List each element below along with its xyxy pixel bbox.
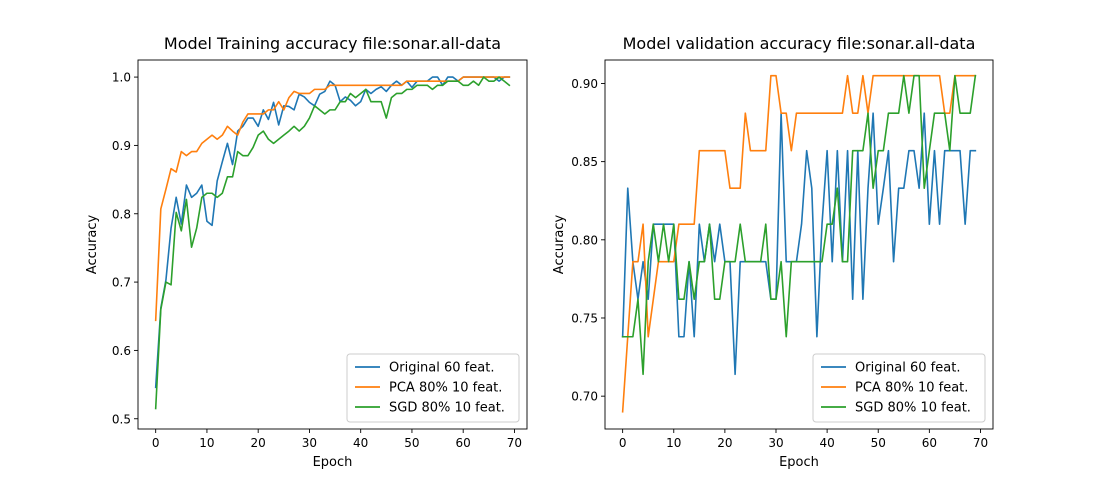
axes-frame xyxy=(604,59,994,430)
x-axis-label: Epoch xyxy=(313,455,353,470)
series-line-3 xyxy=(154,76,511,410)
x-tick-label: 70 xyxy=(507,436,522,450)
x-tick-label: 0 xyxy=(152,436,160,450)
x-tick-label: 70 xyxy=(973,436,988,450)
legend-entry: SGD 80% 10 feat. xyxy=(855,401,971,416)
y-tick-label: 0.5 xyxy=(112,412,131,426)
legend-entry: PCA 80% 10 feat. xyxy=(855,381,968,396)
series-line-3 xyxy=(621,74,977,376)
x-tick-label: 40 xyxy=(819,436,834,450)
legend-entry: SGD 80% 10 feat. xyxy=(389,401,505,416)
x-tick-label: 60 xyxy=(922,436,937,450)
y-tick-label: 0.6 xyxy=(112,344,131,358)
y-tick-label: 0.70 xyxy=(571,390,598,404)
y-tick-label: 0.7 xyxy=(112,276,131,290)
axes-frame xyxy=(137,59,528,430)
y-tick-label: 0.80 xyxy=(571,233,598,247)
series-line-1 xyxy=(621,112,977,376)
chart-title: Model validation accuracy file:sonar.all… xyxy=(623,34,976,53)
y-tick-label: 0.8 xyxy=(112,207,131,221)
x-axis-label: Epoch xyxy=(779,455,819,470)
y-tick-label: 0.90 xyxy=(571,77,598,91)
x-tick-label: 10 xyxy=(666,436,681,450)
legend-box xyxy=(346,353,520,423)
y-tick-label: 0.9 xyxy=(112,139,131,153)
x-tick-label: 50 xyxy=(404,436,419,450)
x-tick-label: 20 xyxy=(717,436,732,450)
series-group xyxy=(621,74,977,413)
x-tick-label: 30 xyxy=(302,436,317,450)
series-line-2 xyxy=(154,76,511,322)
x-tick-label: 30 xyxy=(768,436,783,450)
legend-box xyxy=(812,353,986,423)
y-axis-label: Accuracy xyxy=(85,215,100,275)
x-tick-label: 60 xyxy=(456,436,471,450)
legend-entry: Original 60 feat. xyxy=(389,361,494,376)
x-tick-label: 40 xyxy=(353,436,368,450)
x-tick-label: 10 xyxy=(199,436,214,450)
y-axis-label: Accuracy xyxy=(552,215,567,275)
x-tick-label: 0 xyxy=(619,436,627,450)
chart-2: Model validation accuracy file:sonar.all… xyxy=(552,34,994,470)
chart-1: Model Training accuracy file:sonar.all-d… xyxy=(85,34,528,470)
x-tick-label: 20 xyxy=(251,436,266,450)
y-tick-label: 0.85 xyxy=(571,155,598,169)
x-tick-label: 50 xyxy=(871,436,886,450)
series-line-1 xyxy=(154,76,511,389)
y-tick-label: 0.75 xyxy=(571,311,598,325)
legend: Original 60 feat. PCA 80% 10 feat. SGD 80%… xyxy=(346,353,520,423)
series-group xyxy=(154,76,511,410)
y-tick-label: 1.0 xyxy=(112,71,131,85)
legend: Original 60 feat. PCA 80% 10 feat. SGD 80%… xyxy=(812,353,986,423)
legend-entry: Original 60 feat. xyxy=(855,361,960,376)
legend-entry: PCA 80% 10 feat. xyxy=(389,381,502,396)
chart-title: Model Training accuracy file:sonar.all-d… xyxy=(164,34,501,53)
